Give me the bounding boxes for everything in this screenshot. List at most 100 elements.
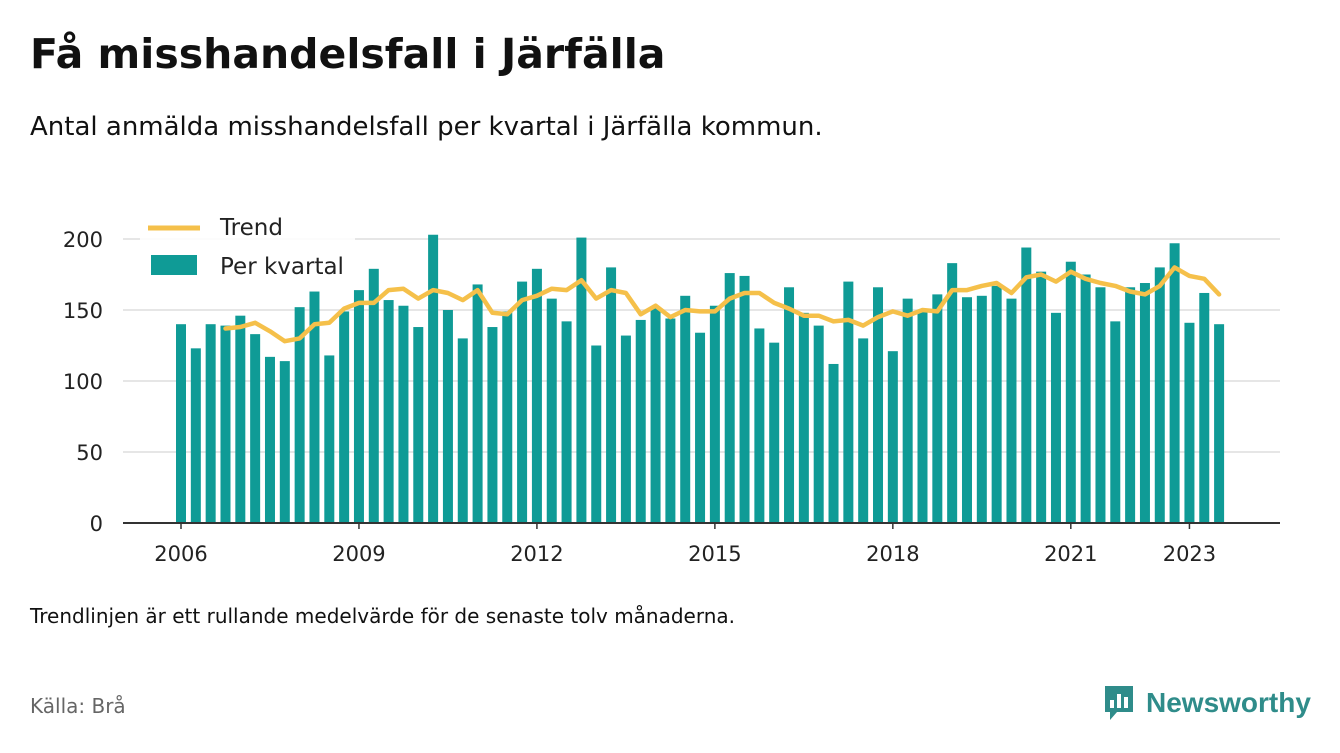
bar bbox=[887, 351, 898, 523]
y-tick-label: 150 bbox=[63, 299, 103, 323]
bar bbox=[309, 291, 320, 523]
bar bbox=[650, 307, 661, 523]
bar bbox=[784, 287, 795, 523]
bar bbox=[1050, 312, 1061, 523]
y-tick-label: 0 bbox=[90, 512, 103, 536]
bar bbox=[561, 321, 572, 523]
bar bbox=[695, 332, 706, 523]
chart-title: Få misshandelsfall i Järfälla bbox=[30, 30, 666, 78]
bar bbox=[1214, 324, 1225, 523]
bar bbox=[724, 273, 735, 523]
bar bbox=[769, 342, 780, 523]
y-tick-label: 200 bbox=[63, 228, 103, 252]
bar bbox=[680, 295, 691, 523]
bar bbox=[324, 355, 335, 523]
bar bbox=[487, 327, 498, 523]
bar bbox=[1095, 287, 1106, 523]
bar bbox=[576, 237, 587, 523]
x-tick-label: 2006 bbox=[154, 542, 207, 566]
bar bbox=[1154, 267, 1165, 523]
bar-series bbox=[176, 234, 1225, 524]
bar bbox=[502, 311, 513, 523]
bar bbox=[517, 281, 528, 523]
bar bbox=[813, 325, 824, 523]
bar bbox=[1006, 298, 1017, 523]
legend-bar-swatch bbox=[151, 255, 197, 275]
bar bbox=[902, 298, 913, 523]
brand-name: Newsworthy bbox=[1146, 687, 1311, 718]
bar bbox=[991, 285, 1002, 523]
bar bbox=[961, 297, 972, 523]
legend-trend-label: Trend bbox=[219, 215, 283, 241]
bar bbox=[250, 334, 261, 523]
source-note: Källa: Brå bbox=[30, 694, 126, 718]
bar bbox=[264, 356, 275, 523]
bar bbox=[591, 345, 602, 523]
x-tick-label: 2018 bbox=[866, 542, 919, 566]
bar bbox=[457, 338, 468, 523]
bar bbox=[1065, 261, 1076, 523]
bar bbox=[1110, 321, 1121, 523]
brand-logo: Newsworthy bbox=[1102, 682, 1311, 724]
bar bbox=[546, 298, 557, 523]
bar bbox=[873, 287, 884, 523]
bar bbox=[828, 363, 839, 523]
bar bbox=[235, 315, 246, 523]
bar bbox=[428, 234, 439, 524]
bar bbox=[1199, 292, 1210, 523]
trend-series bbox=[223, 265, 1222, 344]
bar bbox=[413, 327, 424, 523]
bar bbox=[383, 300, 394, 523]
bar bbox=[709, 305, 720, 523]
y-axis-ticks: 0 50 100 150 200 bbox=[63, 228, 103, 536]
bar bbox=[368, 268, 379, 523]
bar bbox=[606, 267, 617, 523]
y-tick-label: 100 bbox=[63, 370, 103, 394]
bar bbox=[620, 335, 631, 523]
bar bbox=[917, 311, 928, 523]
chart-area: 0 50 100 150 200 2006 2009 2012 2015 2018 2021 202… bbox=[63, 213, 1280, 566]
bar bbox=[1080, 274, 1091, 523]
x-tick-label: 2015 bbox=[688, 542, 741, 566]
bar bbox=[398, 305, 409, 523]
bar bbox=[858, 338, 869, 523]
bar bbox=[294, 307, 305, 523]
bar bbox=[1036, 271, 1047, 523]
bar bbox=[947, 263, 958, 523]
bar bbox=[635, 319, 646, 523]
bar bbox=[442, 310, 453, 523]
bar bbox=[339, 311, 350, 523]
bar bbox=[190, 348, 201, 523]
bar bbox=[1021, 247, 1032, 523]
bar bbox=[1169, 243, 1180, 523]
newsworthy-logo-icon bbox=[1105, 686, 1133, 720]
y-tick-label: 50 bbox=[76, 441, 103, 465]
bar bbox=[1139, 283, 1150, 523]
footnote: Trendlinjen är ett rullande medelvärde f… bbox=[30, 604, 736, 628]
bar bbox=[176, 324, 186, 523]
x-tick-label: 2009 bbox=[332, 542, 385, 566]
bar bbox=[220, 325, 231, 523]
x-axis-ticks: 2006 2009 2012 2015 2018 2021 2023 bbox=[154, 523, 1216, 566]
chart-subtitle: Antal anmälda misshandelsfall per kvarta… bbox=[30, 112, 823, 142]
bar bbox=[1184, 322, 1195, 523]
bar bbox=[798, 312, 809, 523]
bar bbox=[531, 268, 542, 523]
x-tick-label: 2021 bbox=[1044, 542, 1097, 566]
bar bbox=[205, 324, 216, 523]
bar bbox=[1125, 287, 1136, 523]
legend: Trend Per kvartal bbox=[140, 213, 355, 285]
bar bbox=[353, 290, 364, 523]
bar bbox=[754, 328, 765, 523]
bar bbox=[279, 361, 290, 523]
bar bbox=[843, 281, 854, 523]
bar bbox=[665, 318, 676, 523]
bar bbox=[932, 294, 943, 523]
bar bbox=[976, 295, 987, 523]
bar bbox=[472, 284, 483, 523]
bar bbox=[739, 275, 750, 523]
trend-line bbox=[223, 265, 1222, 344]
legend-bar-label: Per kvartal bbox=[220, 254, 344, 280]
x-tick-label: 2012 bbox=[510, 542, 563, 566]
x-tick-label: 2023 bbox=[1163, 542, 1216, 566]
